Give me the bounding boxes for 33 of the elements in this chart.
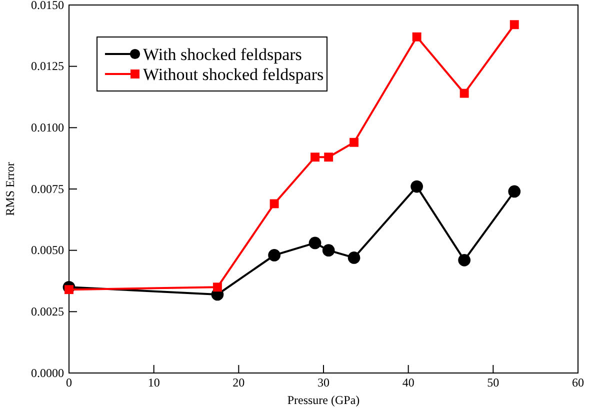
y-axis-title: RMS Error xyxy=(3,162,17,216)
y-tick-label: 0.0100 xyxy=(31,120,64,135)
point xyxy=(410,180,423,193)
y-tick-label: 0.0050 xyxy=(31,243,64,258)
point xyxy=(348,252,360,264)
point xyxy=(324,152,334,162)
point xyxy=(350,138,359,147)
y-tick-label: 0.0025 xyxy=(31,304,64,319)
x-tick-label: 10 xyxy=(148,376,160,390)
point xyxy=(460,88,469,98)
x-tick-label: 0 xyxy=(66,376,72,390)
y-tick-label: 0.0125 xyxy=(31,59,64,74)
point xyxy=(322,244,335,256)
y-tick-label: 0.0150 xyxy=(31,0,64,12)
point xyxy=(308,236,322,250)
legend-label: With shocked feldspars xyxy=(143,45,302,64)
point xyxy=(310,152,320,162)
y-tick-label: 0.0075 xyxy=(31,182,64,196)
point xyxy=(412,32,422,42)
point xyxy=(510,20,519,30)
point xyxy=(212,282,222,292)
point xyxy=(458,254,471,266)
x-tick-label: 30 xyxy=(318,376,330,390)
point xyxy=(270,199,279,208)
x-tick-label: 50 xyxy=(487,376,500,390)
point xyxy=(268,249,280,262)
y-tick-label: 0.0000 xyxy=(31,366,64,380)
x-tick-label: 20 xyxy=(232,376,245,390)
point xyxy=(508,185,521,198)
x-axis-title: Pressure (GPa) xyxy=(287,393,360,407)
legend-label: Without shocked feldspars xyxy=(143,65,324,84)
x-tick-label: 40 xyxy=(402,376,414,390)
x-tick-label: 60 xyxy=(572,376,584,390)
